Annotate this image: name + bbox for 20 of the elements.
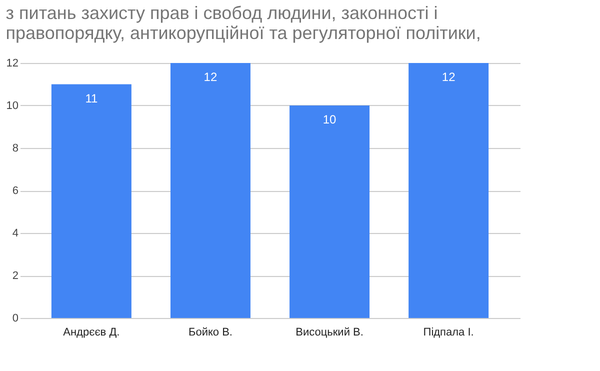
- y-tick-label: 6: [12, 185, 18, 197]
- chart-title: з питань захисту прав і свобод людини, законності і правопорядку, антикорупційної та регуляторної політики,: [6, 3, 481, 43]
- x-tick-label: Андрєєв Д.: [63, 326, 120, 338]
- bar: [408, 63, 489, 318]
- y-tick-label: 2: [12, 270, 18, 282]
- bar: [170, 63, 250, 318]
- bar: [290, 106, 370, 318]
- x-tick-label: Бойко В.: [188, 326, 232, 338]
- data-label: 11: [85, 91, 98, 106]
- y-tick-label: 10: [6, 100, 18, 112]
- x-tick-label: Підпала І.: [423, 326, 474, 338]
- y-tick-label: 12: [6, 58, 18, 70]
- y-tick-label: 0: [12, 312, 18, 324]
- data-label: 12: [442, 70, 456, 84]
- y-tick-label: 4: [12, 228, 18, 240]
- bar: [51, 84, 132, 318]
- y-tick-label: 8: [12, 142, 18, 154]
- data-label: 12: [204, 70, 218, 84]
- x-tick-label: Висоцький В.: [296, 326, 364, 338]
- data-label: 10: [322, 112, 337, 126]
